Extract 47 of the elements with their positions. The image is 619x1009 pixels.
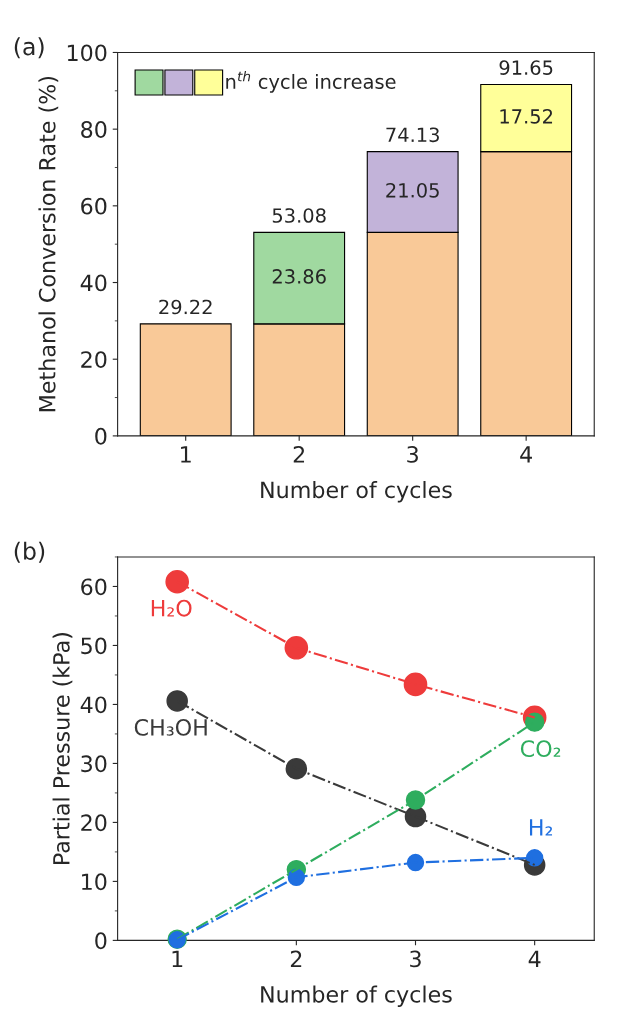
y-tick-label: 0 [95,932,107,950]
total-label: 74.13 [386,127,439,143]
y-axis-title: Methanol Conversion Rate (%) [38,76,59,412]
y-tick-label: 40 [80,696,107,714]
y-tick-label: 80 [81,121,107,138]
y-axis-title: Partial Pressure (kPa) [52,633,73,865]
y-tick-label: 40 [80,274,107,292]
data-label: 21.05 [386,182,439,198]
series-label: H₂ [529,819,553,836]
data-label: 17.52 [500,109,553,124]
x-tick-label: 4 [528,950,541,967]
point [403,672,428,697]
legend-label: n$^{th}$ cycle increase [226,70,396,93]
y-tick-label: 0 [95,427,107,445]
series-label: CH₃OH [134,718,207,736]
x-axis-title: Number of cycles [261,481,452,503]
x-tick-label: 2 [290,950,302,967]
y-tick-label: 100 [67,44,107,62]
point [166,690,188,712]
point [525,849,544,867]
y-tick-label: 60 [81,578,107,596]
point [285,757,308,780]
point [284,636,309,660]
x-tick-label: 3 [407,446,418,463]
bar [139,323,232,436]
x-tick-label: 1 [181,446,191,463]
y-tick-label: 20 [81,351,107,368]
data-label: 23.86 [272,269,326,284]
total-label: 29.22 [159,299,212,315]
x-tick-label: 4 [520,446,532,463]
x-tick-label: 1 [172,950,183,967]
text: (a) [14,37,44,59]
y-tick-label: 10 [82,873,107,891]
y-tick-label: 30 [81,755,107,773]
text: (b) [14,541,45,563]
y-tick-label: 50 [81,637,107,655]
y-tick-label: 20 [81,814,107,832]
point [165,569,189,594]
x-axis-title: Number of cycles [261,985,452,1008]
x-tick-label: 2 [293,446,305,463]
total-label: 91.65 [499,60,553,75]
series-label: CO₂ [520,740,561,758]
point [524,712,545,732]
series-label: H₂O [151,599,192,617]
total-label: 53.08 [272,208,326,223]
y-tick-label: 60 [81,197,107,215]
x-tick-label: 3 [410,950,421,968]
